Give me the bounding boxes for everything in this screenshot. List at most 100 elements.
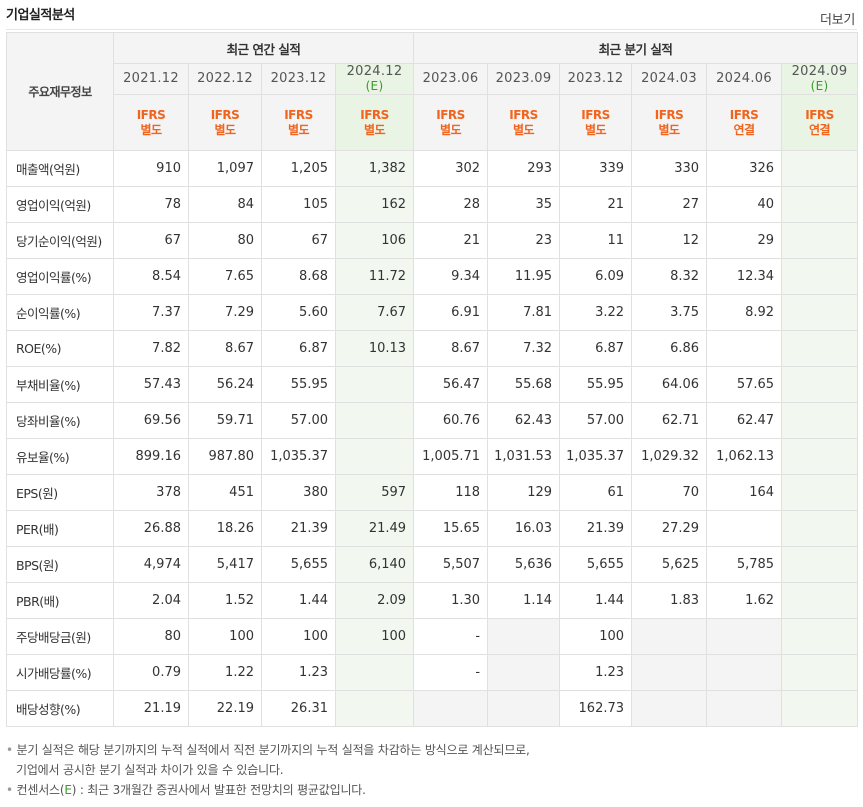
table-cell: 5,625 — [631, 546, 708, 583]
table-cell: 62.47 — [706, 402, 783, 439]
table-cell: 6,140 — [334, 546, 415, 583]
table-cell: 6.87 — [559, 330, 633, 367]
table-cell: 57.65 — [706, 366, 783, 403]
table-cell: 23 — [487, 222, 561, 259]
table-cell: 910 — [113, 150, 189, 187]
table-row: PBR(배) 2.04 1.52 1.44 2.09 1.30 1.14 1.44 1.83 1.… — [6, 582, 859, 619]
metric-label: 당좌비율(%) — [6, 402, 114, 439]
metric-label: 순이익률(%) — [6, 294, 114, 331]
table-cell: 1,382 — [334, 150, 415, 187]
period-header: 2024.09 (E) — [781, 63, 859, 95]
table-cell — [487, 618, 561, 655]
table-cell — [781, 582, 859, 619]
accounting-standard-header: IFRS 별도 — [631, 94, 708, 151]
table-cell: 8.32 — [631, 258, 708, 295]
table-cell: 1.22 — [188, 654, 262, 691]
ifrs-label: IFRS — [581, 107, 610, 122]
table-cell: 8.67 — [413, 330, 489, 367]
table-cell: 9.34 — [413, 258, 489, 295]
period-header: 2023.09 — [487, 63, 561, 95]
footnote-1-cont-text: 기업에서 공시한 분기 실적과 차이가 있을 수 있습니다. — [16, 763, 284, 777]
table-cell: 70 — [631, 474, 708, 511]
ifrs-label: IFRS — [136, 107, 166, 122]
table-cell: 1.62 — [706, 582, 783, 619]
statement-type-label: 별도 — [363, 122, 386, 137]
table-cell — [781, 330, 859, 367]
footnote-2-prefix: 컨센서스( — [16, 783, 65, 797]
table-cell: 62.71 — [631, 402, 708, 439]
metric-label: PBR(배) — [6, 582, 114, 619]
financial-table: 주요재무정보 최근 연간 실적 최근 분기 실적 2021.12 2022.12 2… — [6, 32, 859, 727]
table-cell: 7.81 — [487, 294, 561, 331]
table-cell: 330 — [631, 150, 708, 187]
table-cell — [631, 618, 708, 655]
period-header: 2021.12 — [113, 63, 189, 95]
period-label: 2024.03 — [641, 71, 697, 86]
table-cell: 899.16 — [113, 438, 189, 475]
statement-type-label: 별도 — [512, 122, 535, 137]
table-cell: 2.09 — [334, 582, 415, 619]
table-cell — [781, 222, 859, 259]
table-cell: 5,785 — [706, 546, 783, 583]
table-cell: 1,205 — [261, 150, 336, 187]
table-cell — [631, 690, 708, 727]
table-cell: 80 — [113, 618, 189, 655]
table-cell — [781, 258, 859, 295]
table-cell: 162 — [334, 186, 415, 223]
table-cell: 56.47 — [413, 366, 489, 403]
table-cell: 21 — [559, 186, 633, 223]
accounting-standard-header: IFRS 별도 — [261, 94, 336, 151]
table-cell: 40 — [706, 186, 783, 223]
table-cell: 7.32 — [487, 330, 561, 367]
table-cell: 57.43 — [113, 366, 189, 403]
table-cell: 29 — [706, 222, 783, 259]
metric-label: PER(배) — [6, 510, 114, 547]
table-cell: 12.34 — [706, 258, 783, 295]
table-cell: 21.49 — [334, 510, 415, 547]
period-label: 2023.09 — [495, 71, 552, 86]
table-row: 주당배당금(원) 80 100 100 100-100 — [6, 618, 859, 655]
accounting-standard-header: IFRS 별도 — [188, 94, 262, 151]
table-cell: - — [413, 654, 489, 691]
table-cell: 1.14 — [487, 582, 561, 619]
accounting-standard-header: IFRS 별도 — [413, 94, 489, 151]
table-cell: 1,062.13 — [706, 438, 783, 475]
table-cell: 1.23 — [559, 654, 633, 691]
quarterly-group-header: 최근 분기 실적 — [413, 32, 859, 64]
title-divider — [6, 29, 857, 30]
table-row: 배당성향(%) 21.19 22.19 26.31 162.73 — [6, 690, 859, 727]
table-cell: 1.52 — [188, 582, 262, 619]
table-cell: 8.54 — [113, 258, 189, 295]
table-cell: 1,035.37 — [261, 438, 336, 475]
table-row: 매출액(억원) 910 1,097 1,205 1,382 302 293 339 330 326 — [6, 150, 859, 187]
table-cell: 62.43 — [487, 402, 561, 439]
table-cell: 5,655 — [559, 546, 633, 583]
more-link[interactable]: 더보기 — [820, 13, 855, 28]
table-cell: 22.19 — [188, 690, 262, 727]
table-cell: 1,029.32 — [631, 438, 708, 475]
table-cell: 11.72 — [334, 258, 415, 295]
footnote-1-text: 분기 실적은 해당 분기까지의 누적 실적에서 직전 분기까지의 누적 실적을 … — [16, 743, 530, 757]
table-cell: 5,636 — [487, 546, 561, 583]
table-cell: 380 — [261, 474, 336, 511]
table-cell — [334, 402, 415, 439]
statement-type-label: 별도 — [584, 122, 607, 137]
table-cell: 5,655 — [261, 546, 336, 583]
table-cell — [781, 186, 859, 223]
metric-label: 주당배당금(원) — [6, 618, 114, 655]
table-row: 부채비율(%) 57.43 56.24 55.95 56.47 55.68 55.95 64.… — [6, 366, 859, 403]
statement-type-label: 연결 — [808, 122, 831, 137]
table-cell: 3.75 — [631, 294, 708, 331]
table-cell: 59.71 — [188, 402, 262, 439]
table-cell: 11.95 — [487, 258, 561, 295]
footnote-1: • 분기 실적은 해당 분기까지의 누적 실적에서 직전 분기까지의 누적 실적… — [6, 743, 530, 757]
ifrs-label: IFRS — [210, 107, 240, 122]
period-header: 2023.12 — [559, 63, 633, 95]
table-cell — [781, 294, 859, 331]
table-cell: 451 — [188, 474, 262, 511]
footnote-1-cont: 기업에서 공시한 분기 실적과 차이가 있을 수 있습니다. — [6, 760, 530, 780]
accounting-standard-header: IFRS 연결 — [706, 94, 783, 151]
accounting-standard-header: IFRS 별도 — [559, 94, 633, 151]
table-cell — [706, 330, 783, 367]
table-cell: 1,005.71 — [413, 438, 489, 475]
